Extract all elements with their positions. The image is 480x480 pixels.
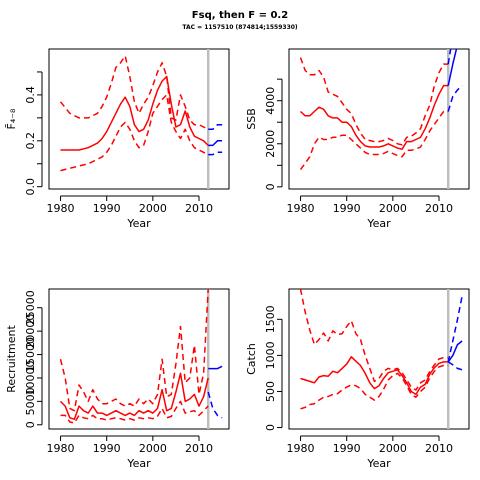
catch-series-historic-lower bbox=[300, 364, 449, 410]
ssb-y-tick-label: 4000 bbox=[264, 87, 277, 115]
recruitment-x-tick-label: 2010 bbox=[185, 442, 213, 455]
catch-y-tick-label: 1000 bbox=[264, 341, 277, 369]
ssb-plot-frame bbox=[288, 48, 470, 190]
fbar-series-projection-upper bbox=[208, 123, 223, 131]
ssb-y-tick-label: 2000 bbox=[264, 130, 277, 158]
recruitment-y-tick-label: 0 bbox=[24, 421, 37, 428]
fbar-y-tick-label: 0.2 bbox=[24, 132, 37, 150]
fbar-panel: 1980 1990 2000 2010 Year 0.0 0.2 0.4 F̄₄₋₈ bbox=[5, 48, 230, 230]
recruitment-y-tick-label: 15000 bbox=[24, 337, 37, 372]
catch-y-axis-label: Catch bbox=[245, 343, 258, 375]
catch-x-tick-label: 1990 bbox=[333, 442, 361, 455]
ssb-x-tick-label: 1990 bbox=[333, 202, 361, 215]
fbar-y-axis-label: F̄₄₋₈ bbox=[5, 108, 18, 130]
recruitment-y-tick-label: 5000 bbox=[24, 387, 37, 415]
figure-subtitle: TAC = 1157510 (874814;1559330) bbox=[182, 24, 298, 31]
catch-series-group bbox=[299, 289, 463, 410]
ssb-series-historic-lower bbox=[299, 110, 449, 171]
catch-panel: 1980 1990 2000 2010 Year 0 500 1000 1500 Catch bbox=[245, 288, 470, 470]
ssb-series-projection-upper bbox=[447, 49, 452, 65]
catch-series-projection-lower bbox=[447, 361, 463, 371]
figure-title: Fsq, then F = 0.2 bbox=[191, 10, 289, 21]
catch-x-tick-label: 1980 bbox=[287, 442, 315, 455]
catch-series-historic-upper bbox=[299, 289, 449, 391]
recruitment-y-tick-label: 10000 bbox=[24, 360, 37, 395]
catch-x-tick-label: 2000 bbox=[379, 442, 407, 455]
recruitment-series-historic-upper bbox=[59, 289, 209, 412]
fbar-series-projection-median bbox=[208, 140, 223, 147]
catch-x-axis-label: Year bbox=[366, 457, 391, 470]
recruitment-y-axis-label: Recruitment bbox=[5, 325, 18, 393]
catch-series-projection-upper bbox=[447, 296, 463, 363]
fbar-series-historic-lower bbox=[60, 94, 209, 172]
recruitment-x-tick-label: 2000 bbox=[139, 442, 167, 455]
catch-series-historic-median bbox=[300, 356, 449, 396]
catch-y-tick-label: 0 bbox=[264, 424, 277, 431]
fbar-series-historic-upper bbox=[59, 55, 209, 130]
catch-y-tick-label: 500 bbox=[264, 381, 277, 402]
catch-plot-frame bbox=[288, 288, 470, 430]
recruitment-y-tick-label: 20000 bbox=[24, 314, 37, 349]
recruitment-x-tick-label: 1980 bbox=[47, 442, 75, 455]
fbar-x-axis-label: Year bbox=[126, 217, 151, 230]
fbar-x-tick-label: 1980 bbox=[47, 202, 75, 215]
recruitment-series-projection-lower bbox=[207, 391, 223, 419]
catch-y-tick-label: 1500 bbox=[264, 305, 277, 333]
ssb-x-tick-label: 1980 bbox=[287, 202, 315, 215]
fbar-y-tick-label: 0.4 bbox=[24, 86, 37, 104]
recruitment-series-historic-lower bbox=[60, 400, 209, 424]
catch-series-projection-median bbox=[447, 340, 463, 363]
ssb-series-projection-lower bbox=[447, 85, 463, 112]
ssb-x-tick-label: 2010 bbox=[425, 202, 453, 215]
ssb-y-tick-label: 0 bbox=[264, 183, 277, 190]
ssb-series-historic-upper bbox=[299, 57, 449, 146]
recruitment-y-tick-label: 25000 bbox=[24, 290, 37, 325]
fbar-y-tick-label: 0.0 bbox=[24, 178, 37, 196]
ssb-series-group bbox=[299, 49, 463, 171]
recruitment-series-projection-upper bbox=[208, 289, 209, 290]
fbar-x-tick-label: 2000 bbox=[139, 202, 167, 215]
fbar-x-tick-label: 1990 bbox=[93, 202, 121, 215]
fbar-x-tick-label: 2010 bbox=[185, 202, 213, 215]
ssb-y-axis-label: SSB bbox=[245, 108, 258, 130]
recruitment-series-projection-median bbox=[208, 365, 223, 370]
fbar-series-group bbox=[59, 55, 223, 172]
fbar-series-projection-lower bbox=[208, 151, 223, 156]
recruitment-plot-frame bbox=[48, 288, 230, 430]
fbar-series-historic-median bbox=[60, 75, 209, 151]
ssb-panel: 1980 1990 2000 2010 Year 0 2000 4000 SSB bbox=[245, 48, 470, 230]
ssb-series-historic-median bbox=[299, 84, 449, 150]
fbar-plot-frame bbox=[48, 48, 230, 190]
recruitment-x-tick-label: 1990 bbox=[93, 442, 121, 455]
recruitment-x-axis-label: Year bbox=[126, 457, 151, 470]
recruitment-panel: 1980 1990 2000 2010 Year 0 5000100001500020000… bbox=[5, 288, 230, 470]
ssb-series-projection-median bbox=[447, 49, 458, 86]
catch-x-tick-label: 2010 bbox=[425, 442, 453, 455]
recruitment-series-historic-median bbox=[59, 372, 209, 420]
ssb-x-tick-label: 2000 bbox=[379, 202, 407, 215]
ssb-x-axis-label: Year bbox=[366, 217, 391, 230]
recruitment-series-group bbox=[59, 289, 223, 424]
